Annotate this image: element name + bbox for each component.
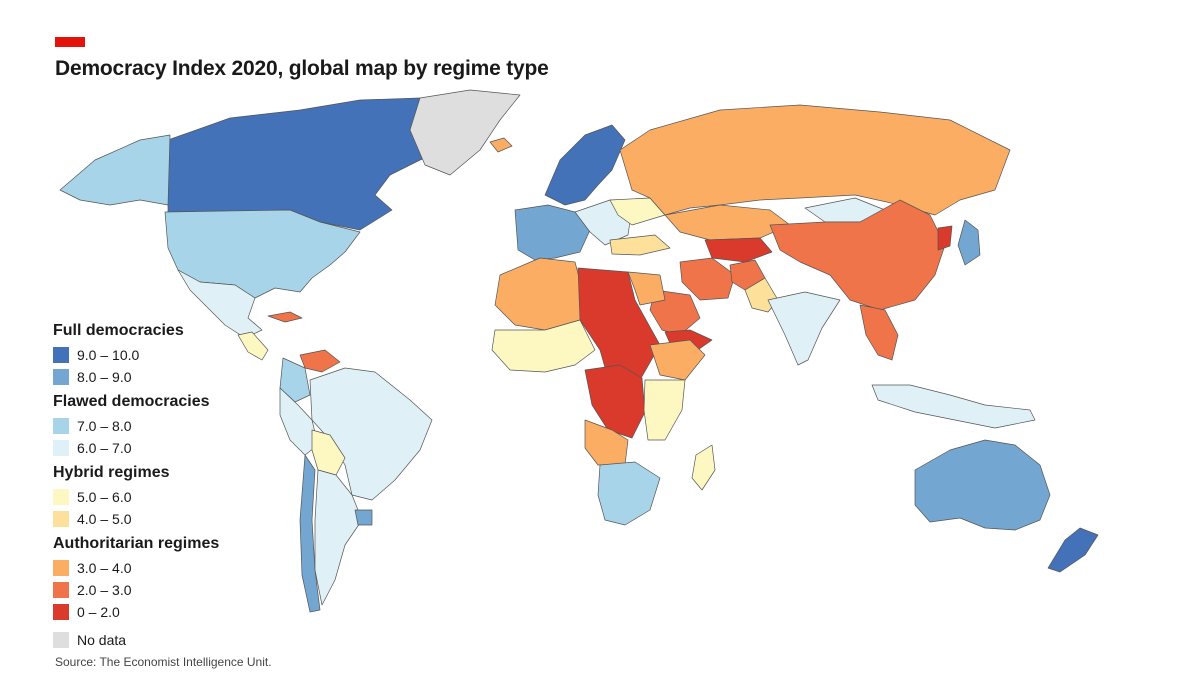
legend-group-title: Authoritarian regimes	[53, 535, 220, 552]
legend-swatch	[53, 418, 69, 434]
region-india	[767, 291, 841, 366]
legend-item: 0 – 2.0	[53, 601, 273, 623]
region-kazakhstan	[664, 204, 791, 241]
map-title: Democracy Index 2020, global map by regi…	[55, 57, 549, 80]
legend-label: 6.0 – 7.0	[77, 440, 132, 456]
legend-swatch	[53, 489, 69, 505]
region-west-africa	[491, 319, 596, 373]
legend-swatch	[53, 440, 69, 456]
region-east-africa	[643, 379, 686, 441]
region-iran	[679, 257, 736, 301]
legend-label: 8.0 – 9.0	[77, 369, 132, 385]
legend-item: 8.0 – 9.0	[53, 366, 273, 388]
region-central-america	[237, 331, 269, 361]
region-peru	[279, 387, 319, 456]
legend-item: 6.0 – 7.0	[53, 437, 273, 459]
region-greenland	[409, 89, 521, 176]
region-ukraine	[609, 197, 666, 226]
legend-group-title: Flawed democracies	[53, 393, 210, 410]
legend-item: 9.0 – 10.0	[53, 344, 273, 366]
region-iceland	[489, 137, 513, 153]
legend-group: Authoritarian regimes 3.0 – 4.0 2.0 – 3.0 0…	[53, 534, 273, 623]
region-madagascar	[691, 444, 716, 491]
region-colombia	[279, 357, 311, 403]
legend-swatch	[53, 511, 69, 527]
legend-group: Full democracies 9.0 – 10.0 8.0 – 9.0	[53, 321, 273, 388]
legend-label: No data	[77, 632, 127, 648]
legend-label: 0 – 2.0	[77, 604, 120, 620]
region-central-asia	[704, 237, 773, 263]
region-australia	[914, 439, 1051, 531]
region-western-europe	[514, 204, 591, 261]
region-argentina	[314, 469, 363, 606]
legend-item: 5.0 – 6.0	[53, 486, 273, 508]
legend-label: 2.0 – 3.0	[77, 582, 132, 598]
region-north-africa-west	[494, 257, 586, 331]
legend-item: 3.0 – 4.0	[53, 557, 273, 579]
region-cuba	[267, 311, 303, 323]
legend-label: 5.0 – 6.0	[77, 489, 132, 505]
legend-label: 4.0 – 5.0	[77, 511, 132, 527]
legend-item: 4.0 – 5.0	[53, 508, 273, 530]
region-new-zealand	[1047, 527, 1099, 573]
legend-swatch	[53, 347, 69, 363]
region-indonesia	[871, 384, 1036, 429]
region-turkey	[609, 234, 671, 256]
region-north-korea	[937, 225, 953, 251]
legend: Full democracies 9.0 – 10.0 8.0 – 9.0 Flawe…	[53, 321, 273, 651]
legend-group: Flawed democracies 7.0 – 8.0 6.0 – 7.0	[53, 392, 273, 459]
region-uruguay	[354, 509, 373, 526]
region-russia	[619, 104, 1011, 216]
legend-swatch	[53, 604, 69, 620]
legend-label: 3.0 – 4.0	[77, 560, 132, 576]
legend-item: 7.0 – 8.0	[53, 415, 273, 437]
legend-swatch	[53, 369, 69, 385]
legend-swatch	[53, 582, 69, 598]
region-mexico	[177, 269, 263, 339]
legend-swatch	[53, 560, 69, 576]
region-japan	[957, 219, 981, 266]
legend-swatch	[53, 632, 69, 648]
region-ethiopia	[649, 339, 706, 381]
legend-label: 7.0 – 8.0	[77, 418, 132, 434]
region-chile	[299, 454, 321, 613]
legend-group-title: Hybrid regimes	[53, 464, 170, 481]
legend-item: 2.0 – 3.0	[53, 579, 273, 601]
region-alaska	[59, 134, 171, 206]
source-note: Source: The Economist Intelligence Unit.	[55, 655, 272, 669]
region-egypt	[627, 271, 666, 306]
accent-bar	[55, 37, 85, 47]
region-congo	[584, 364, 646, 439]
region-southeast-asia	[859, 304, 899, 361]
legend-label: 9.0 – 10.0	[77, 347, 140, 363]
legend-group-title: Full democracies	[53, 322, 184, 339]
legend-group: Hybrid regimes 5.0 – 6.0 4.0 – 5.0	[53, 463, 273, 530]
region-scandinavia	[544, 124, 626, 206]
region-china	[769, 199, 946, 311]
legend-item-no-data: No data	[53, 629, 273, 651]
region-southern-africa	[597, 461, 661, 526]
region-venezuela	[299, 349, 341, 373]
